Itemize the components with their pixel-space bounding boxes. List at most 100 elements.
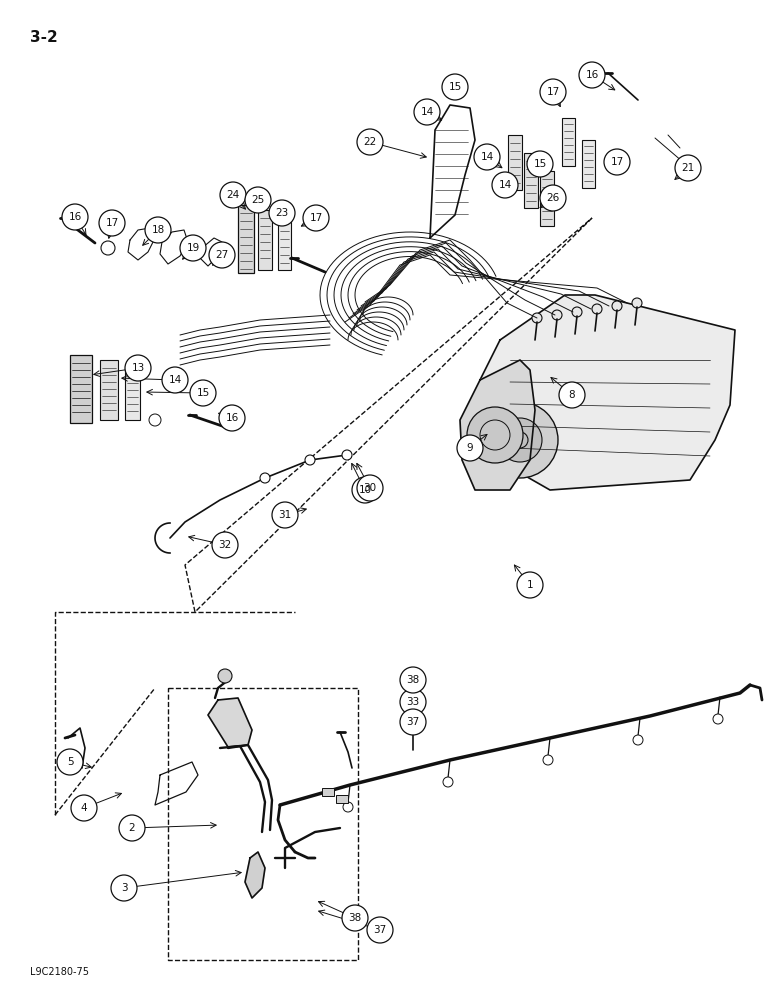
Circle shape [209,242,235,268]
Circle shape [145,217,171,243]
Circle shape [592,304,602,314]
Circle shape [343,802,353,812]
Circle shape [713,714,723,724]
Text: 5: 5 [66,757,73,767]
Text: 33: 33 [406,697,420,707]
Text: 15: 15 [448,82,462,92]
Circle shape [543,755,553,765]
Circle shape [579,62,605,88]
Text: 16: 16 [585,70,598,80]
Text: 38: 38 [406,675,420,685]
Circle shape [414,99,440,125]
Bar [258,210,272,270]
Circle shape [111,875,137,901]
Circle shape [532,313,542,323]
Circle shape [540,79,566,105]
Text: 25: 25 [251,195,264,205]
Text: 27: 27 [215,250,229,260]
Circle shape [62,204,88,230]
Text: 2: 2 [129,823,135,833]
Circle shape [400,709,426,735]
Circle shape [305,455,315,465]
Circle shape [559,382,585,408]
Text: 4: 4 [80,803,87,813]
Circle shape [245,187,271,213]
Text: 24: 24 [226,190,239,200]
Circle shape [457,435,483,461]
Text: 23: 23 [275,208,289,218]
Bar [524,153,538,208]
Text: 10: 10 [359,485,371,495]
Bar [336,795,348,803]
Text: 14: 14 [498,180,512,190]
Circle shape [357,129,383,155]
Circle shape [540,185,566,211]
Bar [125,368,140,420]
Text: 30: 30 [363,483,377,493]
Circle shape [71,795,97,821]
Circle shape [492,172,518,198]
Bar [70,355,92,423]
Circle shape [180,235,206,261]
Text: 17: 17 [611,157,624,167]
Text: 17: 17 [310,213,323,223]
Text: 38: 38 [349,913,362,923]
Circle shape [220,182,246,208]
Circle shape [604,149,630,175]
Circle shape [303,205,329,231]
Text: 17: 17 [546,87,559,97]
Text: 14: 14 [420,107,434,117]
Circle shape [400,689,426,715]
Circle shape [400,667,426,693]
Text: 14: 14 [480,152,494,162]
Text: 3: 3 [121,883,127,893]
Circle shape [482,402,558,478]
Bar [238,205,254,273]
Circle shape [367,917,393,943]
Text: 32: 32 [218,540,232,550]
Text: 15: 15 [197,388,210,398]
Text: 15: 15 [534,159,547,169]
Circle shape [212,532,238,558]
Text: 3-2: 3-2 [30,30,58,45]
Circle shape [149,414,161,426]
Text: 9: 9 [466,443,473,453]
Text: 31: 31 [278,510,292,520]
Circle shape [352,477,378,503]
Polygon shape [480,295,735,490]
Text: 19: 19 [186,243,200,253]
Circle shape [357,475,383,501]
Circle shape [552,310,562,320]
Circle shape [527,151,553,177]
Circle shape [219,405,245,431]
Circle shape [101,241,115,255]
Text: 21: 21 [682,163,695,173]
Text: 16: 16 [69,212,82,222]
Bar [562,118,575,166]
Circle shape [632,298,642,308]
Text: 14: 14 [168,375,182,385]
Text: L9C2180-75: L9C2180-75 [30,967,89,977]
Circle shape [99,210,125,236]
Text: 18: 18 [151,225,165,235]
Bar [582,140,595,188]
Circle shape [260,473,270,483]
Circle shape [190,380,216,406]
Text: 26: 26 [546,193,559,203]
Circle shape [498,418,542,462]
Bar [508,135,522,190]
Bar [540,171,554,226]
Circle shape [310,218,322,230]
Circle shape [119,815,145,841]
Text: 37: 37 [374,925,387,935]
Circle shape [342,905,368,931]
Text: 22: 22 [363,137,377,147]
Circle shape [633,735,643,745]
Bar [322,788,334,796]
Circle shape [612,301,622,311]
Circle shape [675,155,701,181]
Text: 16: 16 [225,413,239,423]
Text: 13: 13 [131,363,144,373]
Circle shape [572,307,582,317]
Circle shape [474,144,500,170]
